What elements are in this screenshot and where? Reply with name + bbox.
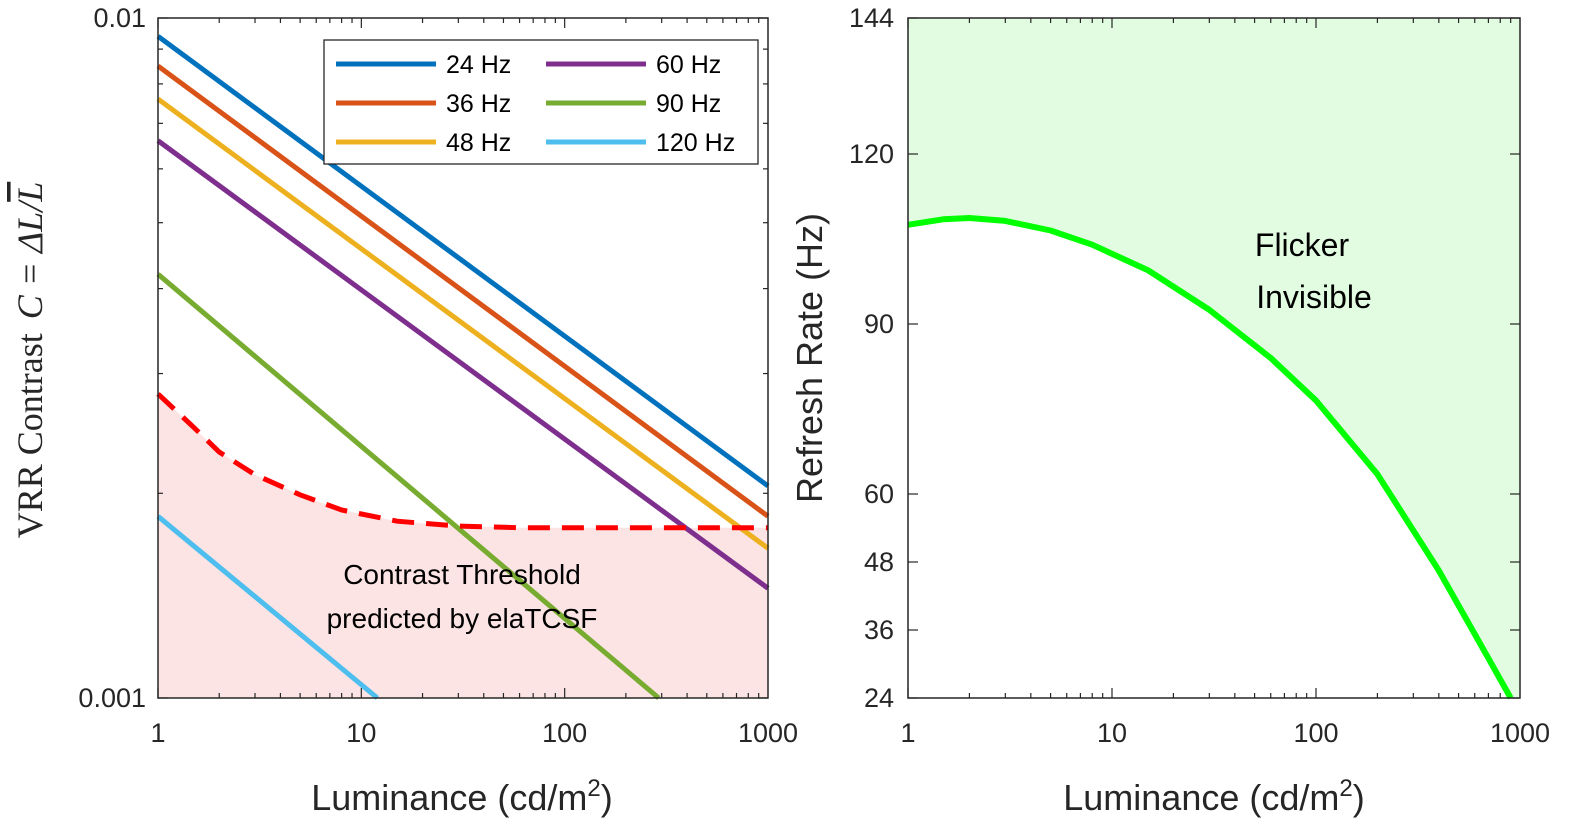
right-annotation-line-1: Flicker xyxy=(1255,227,1350,263)
right-y-axis-title: Refresh Rate (Hz) xyxy=(789,213,830,503)
series-line-24-hz xyxy=(156,34,770,489)
series-line-120-hz xyxy=(156,514,379,700)
y-title-math-bar: L xyxy=(10,182,50,203)
right-chart: 1 10 100 1000 24 36 48 60 90 120 144 Flicker Invi… xyxy=(789,3,1550,818)
left-y-tick-label: 0.001 xyxy=(78,683,146,713)
series-line-36-hz xyxy=(156,63,770,519)
left-x-tick-labels: 1 10 100 1000 xyxy=(150,718,798,748)
flicker-invisible-fill-layer xyxy=(908,18,1520,698)
right-x-tick-label: 1000 xyxy=(1490,718,1550,748)
right-x-tick-label: 10 xyxy=(1097,718,1127,748)
left-series-lines xyxy=(156,34,770,700)
left-annotation-line-1: Contrast Threshold xyxy=(343,559,581,590)
right-annotation-line-2: Invisible xyxy=(1256,279,1372,315)
left-annotation-line-2: predicted by elaTCSF xyxy=(327,603,598,634)
legend-label: 90 Hz xyxy=(656,90,721,118)
svg-text:VRR ContrastC = ΔL/L: VRR Contrast C = ΔL/L xyxy=(10,182,50,539)
legend: 24 Hz 36 Hz 48 Hz 60 Hz 90 Hz 120 Hz xyxy=(323,39,759,165)
legend-label: 120 Hz xyxy=(656,129,735,157)
legend-label: 24 Hz xyxy=(446,51,511,79)
right-y-tick-label: 90 xyxy=(864,309,894,339)
series-line-48-hz xyxy=(156,96,770,551)
legend-label: 60 Hz xyxy=(656,51,721,79)
left-x-tick-label: 100 xyxy=(542,718,587,748)
flicker-boundary-curve xyxy=(907,215,1514,700)
right-y-tick-label: 60 xyxy=(864,479,894,509)
legend-label: 48 Hz xyxy=(446,129,511,157)
flicker-invisible-region xyxy=(908,18,1520,698)
right-x-tick-labels: 1 10 100 1000 xyxy=(900,718,1550,748)
left-tick-marks xyxy=(157,17,768,699)
left-x-tick-label: 10 xyxy=(346,718,376,748)
right-y-tick-label: 36 xyxy=(864,615,894,645)
left-y-tick-labels: 0.001 0.01 xyxy=(78,3,146,713)
right-plot-frame xyxy=(907,17,1521,699)
left-y-axis-title: VRR Contrast C = ΔL/L xyxy=(10,182,50,539)
right-x-tick-label: 100 xyxy=(1293,718,1338,748)
threshold-line-layer xyxy=(156,392,768,531)
right-series-lines xyxy=(907,215,1514,700)
threshold-shaded-area xyxy=(158,393,768,698)
y-title-text: VRR Contrast xyxy=(10,333,50,538)
right-y-tick-label: 120 xyxy=(849,139,894,169)
left-x-axis-title: Luminance (cd/m2) xyxy=(311,775,612,818)
threshold-fill-layer xyxy=(158,393,768,698)
right-y-tick-label: 24 xyxy=(864,683,894,713)
left-y-tick-label: 0.01 xyxy=(93,3,146,33)
legend-items: 24 Hz 36 Hz 48 Hz 60 Hz 90 Hz 120 Hz xyxy=(336,51,735,157)
right-y-tick-label: 144 xyxy=(849,3,894,33)
series-line-60-hz xyxy=(156,138,770,591)
threshold-dashed-line xyxy=(156,392,768,531)
right-x-tick-label: 1 xyxy=(900,718,915,748)
series-line-90-hz xyxy=(156,272,661,700)
right-y-tick-labels: 24 36 48 60 90 120 144 xyxy=(849,3,894,713)
legend-label: 36 Hz xyxy=(446,90,511,118)
left-x-tick-label: 1000 xyxy=(738,718,798,748)
left-plot-frame xyxy=(157,17,769,699)
right-x-axis-title: Luminance (cd/m2) xyxy=(1063,775,1364,818)
y-title-math: C = ΔL/ xyxy=(10,199,50,319)
left-x-tick-label: 1 xyxy=(150,718,165,748)
right-y-tick-label: 48 xyxy=(864,547,894,577)
